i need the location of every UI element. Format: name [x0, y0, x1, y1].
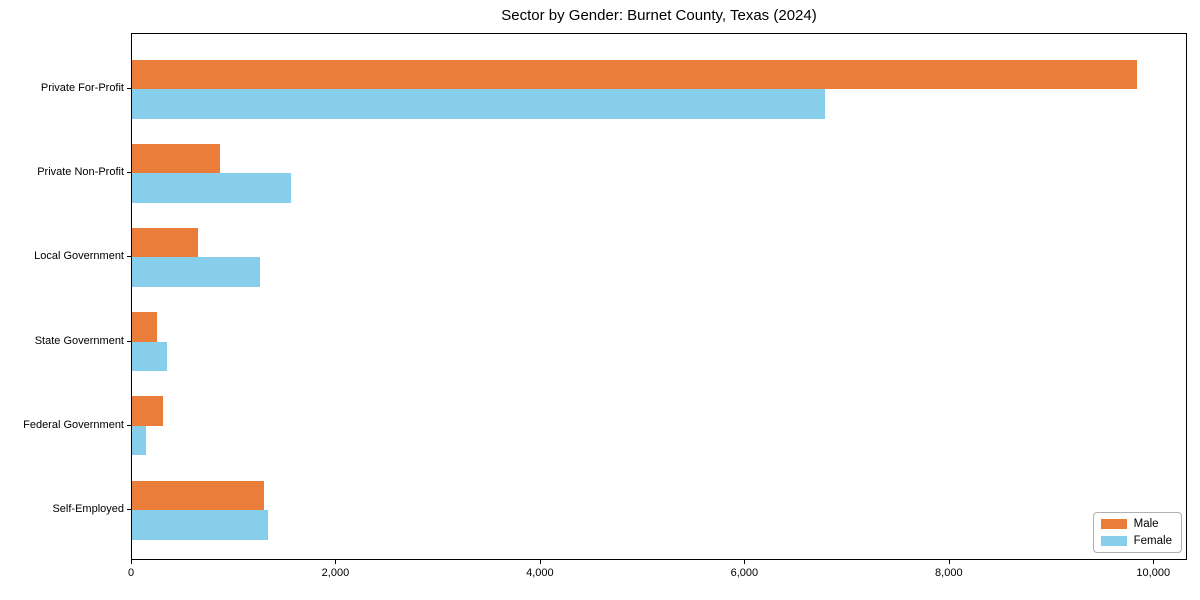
x-tick — [539, 560, 541, 564]
x-axis-tick-label: 8,000 — [935, 567, 963, 579]
legend-label-female: Female — [1133, 535, 1172, 547]
y-tick — [127, 509, 131, 510]
y-axis-label-3: Local Government — [34, 250, 124, 263]
y-axis-label-1: Private For-Profit — [40, 82, 124, 94]
x-axis-tick-label: 2,000 — [321, 567, 350, 579]
x-tick — [948, 560, 950, 564]
bar-female-3 — [132, 257, 260, 287]
legend-swatch-female — [1100, 536, 1127, 546]
x-tick — [1153, 560, 1155, 564]
bar-male-6 — [132, 480, 264, 510]
x-tick — [335, 560, 337, 564]
legend-entry-male: Male — [1100, 518, 1172, 530]
chart-title: Sector by Gender: Burnet County, Texas (… — [501, 7, 817, 24]
bar-female-4 — [132, 341, 167, 372]
bar-female-1 — [132, 89, 825, 119]
bar-female-2 — [132, 173, 292, 203]
y-tick — [127, 424, 131, 426]
y-tick — [127, 172, 131, 174]
bar-male-5 — [132, 396, 164, 426]
legend-swatch-male — [1100, 519, 1127, 529]
bar-female-5 — [132, 425, 146, 456]
y-tick — [127, 256, 131, 258]
y-axis-label-5: Federal Government — [23, 418, 124, 431]
plot-area: Male Female — [131, 33, 1187, 560]
legend: Male Female — [1092, 512, 1182, 553]
bar-female-6 — [132, 510, 269, 540]
x-axis-tick-label: 4,000 — [526, 567, 554, 579]
y-axis-label-2: Private Non-Profit — [37, 166, 124, 179]
legend-entry-female: Female — [1100, 535, 1172, 547]
y-axis-label-4: State Government — [34, 334, 124, 347]
x-axis-tick-label: 10,000 — [1136, 567, 1171, 579]
y-tick — [127, 88, 131, 89]
legend-label-male: Male — [1133, 518, 1159, 530]
y-tick — [127, 340, 131, 342]
x-tick — [744, 560, 746, 564]
x-axis-tick-label: 6,000 — [730, 567, 759, 579]
y-axis-label-6: Self-Employed — [52, 503, 124, 515]
x-tick — [131, 560, 132, 564]
bar-male-3 — [132, 227, 199, 258]
bar-male-4 — [132, 312, 158, 342]
bar-male-2 — [132, 143, 221, 174]
bar-male-1 — [132, 59, 1137, 89]
x-axis-tick-label: 0 — [127, 567, 135, 579]
